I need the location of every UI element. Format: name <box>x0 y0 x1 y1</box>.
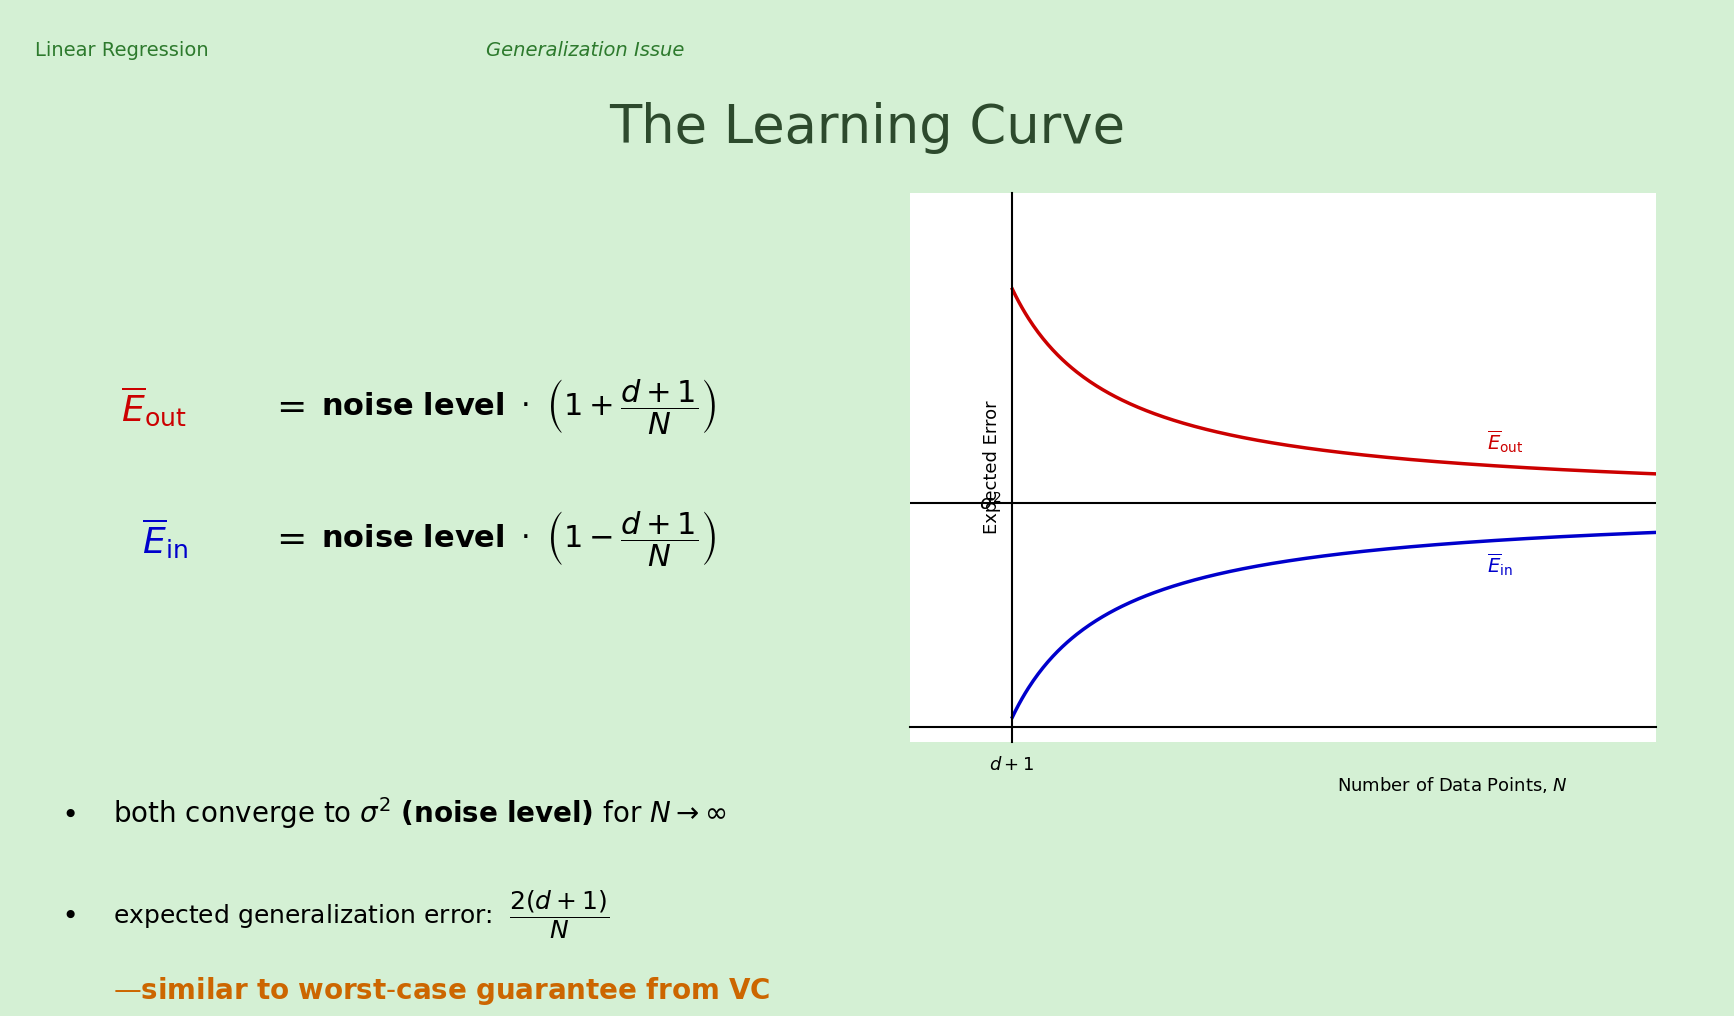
Text: Linear Regression: Linear Regression <box>35 41 208 60</box>
Text: $\mathbf{noise\ level}\ \cdot\ \left(1 + \dfrac{d+1}{N}\right)$: $\mathbf{noise\ level}\ \cdot\ \left(1 +… <box>321 377 716 436</box>
Text: $\bullet$: $\bullet$ <box>61 900 75 929</box>
Text: both converge to $\sigma^2$ $\mathbf{(noise\ level)}$ for $\mathit{N} \rightarro: both converge to $\sigma^2$ $\mathbf{(no… <box>113 795 727 831</box>
Text: $\overline{E}_{\mathrm{out}}$: $\overline{E}_{\mathrm{out}}$ <box>121 384 187 429</box>
Text: $\mathbf{noise\ level}\ \cdot\ \left(1 - \dfrac{d+1}{N}\right)$: $\mathbf{noise\ level}\ \cdot\ \left(1 -… <box>321 509 716 568</box>
Text: $d+1$: $d+1$ <box>990 756 1035 774</box>
Text: $\overline{E}_{\mathrm{out}}$: $\overline{E}_{\mathrm{out}}$ <box>1486 429 1522 455</box>
Text: $\bullet$: $\bullet$ <box>61 799 75 827</box>
Text: Number of Data Points, $N$: Number of Data Points, $N$ <box>1337 775 1568 796</box>
FancyBboxPatch shape <box>0 10 1717 1016</box>
Text: $\mathbf{—similar\ to\ worst\text{-}case\ guarantee\ from\ VC}$: $\mathbf{—similar\ to\ worst\text{-}case… <box>113 974 770 1007</box>
Text: $=$: $=$ <box>269 521 303 556</box>
Text: Generalization Issue: Generalization Issue <box>486 41 683 60</box>
Text: $\sigma^2$: $\sigma^2$ <box>980 492 1002 514</box>
Text: $=$: $=$ <box>269 389 303 424</box>
Text: expected generalization error:  $\dfrac{2(d+1)}{N}$: expected generalization error: $\dfrac{2… <box>113 888 609 941</box>
Text: $\overline{E}_{\mathrm{in}}$: $\overline{E}_{\mathrm{in}}$ <box>1486 552 1512 578</box>
Text: The Learning Curve: The Learning Curve <box>609 102 1125 153</box>
Y-axis label: Expected Error: Expected Error <box>983 400 1001 534</box>
Text: $\overline{E}_{\mathrm{in}}$: $\overline{E}_{\mathrm{in}}$ <box>142 516 187 561</box>
